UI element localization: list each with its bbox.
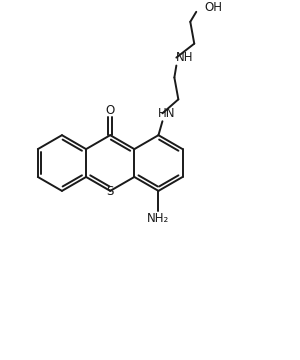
Text: HN: HN <box>158 107 175 120</box>
Text: O: O <box>106 104 115 117</box>
Text: NH₂: NH₂ <box>147 212 170 225</box>
Text: S: S <box>106 185 114 198</box>
Text: NH: NH <box>176 51 193 64</box>
Text: OH: OH <box>204 1 222 14</box>
